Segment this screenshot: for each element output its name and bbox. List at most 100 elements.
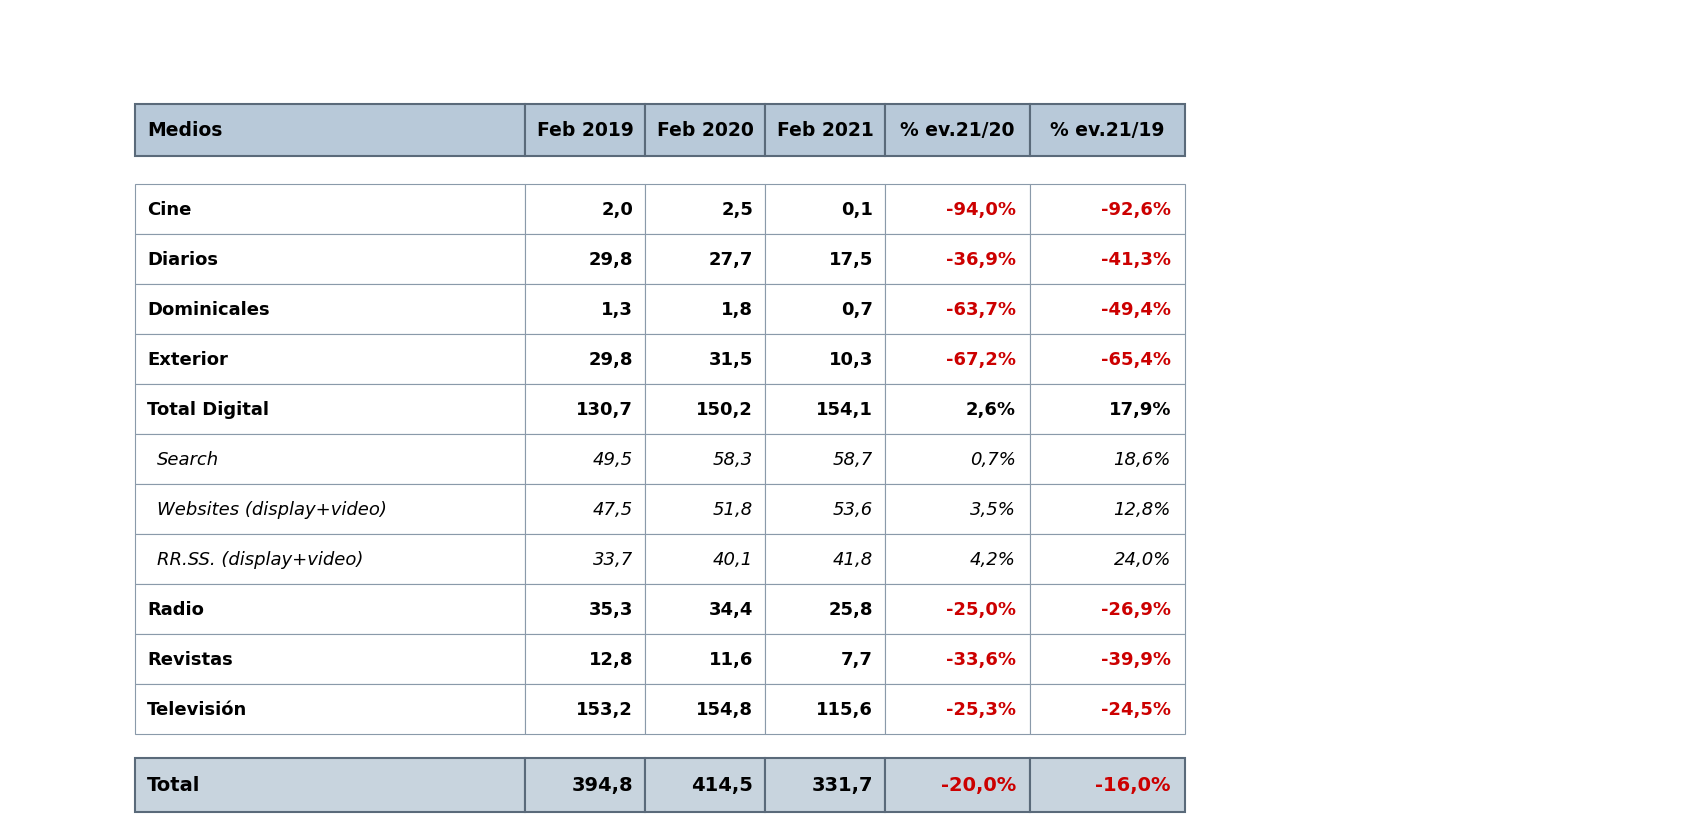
Text: -26,9%: -26,9% [1101, 600, 1171, 619]
Text: Medios: Medios [147, 122, 223, 141]
Text: 2,6%: 2,6% [966, 400, 1016, 418]
Bar [525, 634, 646, 684]
Text: 58,7: 58,7 [833, 451, 872, 468]
Bar [1029, 485, 1184, 534]
Text: 11,6: 11,6 [709, 650, 753, 668]
Text: -49,4%: -49,4% [1101, 301, 1171, 318]
Bar [765, 284, 884, 335]
Text: 331,7: 331,7 [811, 776, 872, 795]
Text: 31,5: 31,5 [709, 351, 753, 369]
Bar [525, 485, 646, 534]
Bar [135, 534, 525, 585]
Bar [646, 434, 765, 485]
Text: 24,0%: 24,0% [1114, 550, 1171, 568]
Bar [525, 184, 646, 235]
Bar [884, 284, 1029, 335]
Bar [525, 385, 646, 434]
Bar [884, 758, 1029, 812]
Bar [765, 485, 884, 534]
Text: -65,4%: -65,4% [1101, 351, 1171, 369]
Bar [135, 758, 525, 812]
Bar [765, 534, 884, 585]
Bar [135, 335, 525, 385]
Text: Radio: Radio [147, 600, 204, 619]
Text: 414,5: 414,5 [692, 776, 753, 795]
Bar [646, 105, 765, 157]
Bar [884, 385, 1029, 434]
Text: 0,7%: 0,7% [970, 451, 1016, 468]
Text: -94,0%: -94,0% [946, 201, 1016, 218]
Bar [1029, 385, 1184, 434]
Text: 41,8: 41,8 [833, 550, 872, 568]
Text: 0,7: 0,7 [842, 301, 872, 318]
Text: 18,6%: 18,6% [1114, 451, 1171, 468]
Text: Websites (display+video): Websites (display+video) [157, 500, 387, 519]
Bar [646, 585, 765, 634]
Text: Diarios: Diarios [147, 251, 218, 269]
Text: -63,7%: -63,7% [946, 301, 1016, 318]
Text: 1,8: 1,8 [721, 301, 753, 318]
Bar [884, 684, 1029, 734]
Text: 7,7: 7,7 [842, 650, 872, 668]
Bar [135, 434, 525, 485]
Text: 10,3: 10,3 [828, 351, 872, 369]
Bar [1029, 634, 1184, 684]
Text: 34,4: 34,4 [709, 600, 753, 619]
Bar [135, 385, 525, 434]
Bar [646, 758, 765, 812]
Text: 130,7: 130,7 [576, 400, 632, 418]
Bar [1029, 758, 1184, 812]
Text: Search: Search [157, 451, 220, 468]
Bar [884, 184, 1029, 235]
Text: % ev.21/20: % ev.21/20 [900, 122, 1016, 141]
Text: Dominicales: Dominicales [147, 301, 269, 318]
Text: 58,3: 58,3 [712, 451, 753, 468]
Text: Total Digital: Total Digital [147, 400, 269, 418]
Bar [525, 434, 646, 485]
Bar [646, 534, 765, 585]
Text: Televisión: Televisión [147, 700, 247, 718]
Text: 51,8: 51,8 [712, 500, 753, 519]
Bar [135, 105, 525, 157]
Text: -41,3%: -41,3% [1101, 251, 1171, 269]
Text: Exterior: Exterior [147, 351, 228, 369]
Bar [765, 585, 884, 634]
Text: -16,0%: -16,0% [1096, 776, 1171, 795]
Bar [1029, 335, 1184, 385]
Text: 49,5: 49,5 [593, 451, 632, 468]
Bar [1029, 184, 1184, 235]
Bar [135, 684, 525, 734]
Bar [646, 684, 765, 734]
Text: 394,8: 394,8 [571, 776, 632, 795]
Text: 154,1: 154,1 [816, 400, 872, 418]
Bar [135, 585, 525, 634]
Text: Cine: Cine [147, 201, 191, 218]
Text: 4,2%: 4,2% [970, 550, 1016, 568]
Text: 2,5: 2,5 [721, 201, 753, 218]
Bar [525, 758, 646, 812]
Text: 25,8: 25,8 [828, 600, 872, 619]
Text: 33,7: 33,7 [593, 550, 632, 568]
Bar [135, 284, 525, 335]
Text: 27,7: 27,7 [709, 251, 753, 269]
Bar [884, 434, 1029, 485]
Text: Feb 2020: Feb 2020 [656, 122, 753, 141]
Text: 35,3: 35,3 [588, 600, 632, 619]
Text: 12,8: 12,8 [588, 650, 632, 668]
Text: 1,3: 1,3 [602, 301, 632, 318]
Bar [884, 585, 1029, 634]
Text: 47,5: 47,5 [593, 500, 632, 519]
Bar [884, 105, 1029, 157]
Bar [525, 284, 646, 335]
Text: 150,2: 150,2 [697, 400, 753, 418]
Text: 0,1: 0,1 [842, 201, 872, 218]
Text: -92,6%: -92,6% [1101, 201, 1171, 218]
Text: % ev.21/19: % ev.21/19 [1050, 122, 1166, 141]
Bar [1029, 284, 1184, 335]
Bar [525, 684, 646, 734]
Bar [525, 534, 646, 585]
Bar [646, 235, 765, 284]
Bar [646, 335, 765, 385]
Bar [1029, 684, 1184, 734]
Text: -25,3%: -25,3% [946, 700, 1016, 718]
